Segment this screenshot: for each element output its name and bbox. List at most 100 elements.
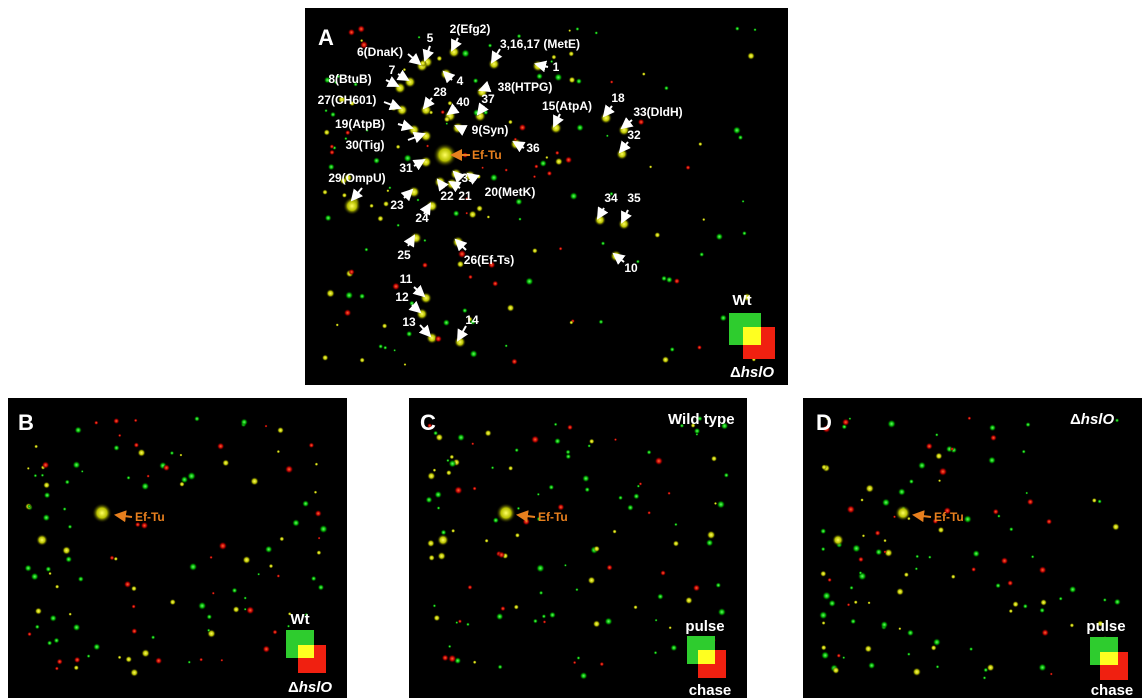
- spot: [724, 472, 729, 477]
- spot: [322, 354, 329, 361]
- spot: [1114, 598, 1121, 605]
- spot: [1050, 672, 1053, 675]
- spot: [243, 596, 247, 600]
- spot: [442, 654, 449, 661]
- spot: [74, 426, 82, 434]
- spot: [988, 456, 996, 464]
- spot: [198, 602, 206, 610]
- spot: [862, 534, 866, 538]
- spot: [832, 667, 839, 674]
- spot: [473, 660, 477, 664]
- spot: [753, 28, 757, 32]
- spot: [396, 223, 400, 227]
- panel-letter: A: [318, 25, 334, 50]
- spot-label: 8(BtuB): [328, 72, 371, 86]
- spot: [133, 442, 139, 448]
- spot: [995, 583, 1001, 589]
- spot: [33, 474, 37, 478]
- spot: [65, 479, 70, 484]
- spot: [56, 658, 63, 665]
- spot: [396, 104, 408, 116]
- spot: [715, 582, 721, 588]
- spot: [536, 73, 543, 80]
- spot: [130, 668, 138, 676]
- spot: [821, 547, 826, 552]
- spot: [593, 545, 600, 552]
- spot: [45, 566, 51, 572]
- spot: [668, 626, 672, 630]
- spot: [382, 323, 388, 329]
- spot: [448, 654, 457, 663]
- spot: [423, 239, 427, 243]
- spot: [467, 585, 472, 590]
- spot: [386, 189, 389, 192]
- spot: [539, 591, 544, 596]
- spot: [598, 319, 603, 324]
- spot: [27, 632, 32, 637]
- spot: [983, 676, 987, 680]
- spot: [151, 635, 156, 640]
- spot: [638, 119, 645, 126]
- spot-label: 21: [458, 189, 472, 203]
- spot: [279, 536, 284, 541]
- spot: [257, 573, 260, 576]
- spot: [1070, 623, 1075, 628]
- spot: [436, 55, 442, 61]
- spot: [453, 210, 460, 217]
- spot: [454, 486, 463, 495]
- spot: [1009, 609, 1014, 614]
- spot-label: 35: [627, 191, 641, 205]
- spot: [660, 570, 666, 576]
- spot: [576, 124, 584, 132]
- spot: [207, 628, 211, 632]
- spot-label: 37: [481, 92, 495, 106]
- spot: [435, 335, 443, 343]
- spot: [576, 78, 582, 84]
- figure: A Ef-Tu 52(Efg2)6(DnaK)3,16,17 (MetE)741…: [0, 0, 1142, 698]
- spot-label: 7: [389, 63, 396, 77]
- spot: [314, 490, 318, 494]
- spot: [465, 212, 468, 215]
- spot: [935, 433, 939, 437]
- spot: [329, 144, 334, 149]
- spot: [931, 645, 937, 651]
- spot: [417, 36, 420, 39]
- spot: [1046, 518, 1052, 524]
- spot: [508, 466, 513, 471]
- spot: [329, 149, 335, 155]
- spot: [118, 655, 122, 659]
- spot: [491, 466, 495, 470]
- spot: [539, 160, 547, 168]
- spot: [435, 433, 443, 441]
- spot: [396, 144, 401, 149]
- spot: [428, 554, 435, 561]
- spot: [518, 217, 522, 221]
- spot: [883, 550, 886, 553]
- spot: [262, 645, 270, 653]
- spot: [406, 331, 413, 338]
- spot: [360, 39, 363, 42]
- spot: [707, 530, 716, 539]
- spot: [342, 193, 348, 199]
- spot: [1023, 604, 1028, 609]
- spot: [827, 578, 832, 583]
- spot: [525, 277, 533, 285]
- spot: [72, 461, 80, 469]
- spot: [882, 498, 891, 507]
- spot: [854, 600, 858, 604]
- spot: [511, 358, 518, 365]
- spot: [496, 503, 516, 523]
- spot: [649, 165, 653, 169]
- spot: [555, 158, 563, 166]
- spot: [35, 607, 42, 614]
- spot: [1092, 498, 1097, 503]
- spot: [318, 584, 325, 591]
- spot: [657, 593, 664, 600]
- spot: [720, 314, 727, 321]
- gene: hslO: [741, 364, 775, 381]
- spot: [244, 608, 247, 611]
- spot: [674, 278, 680, 284]
- spot: [533, 175, 537, 179]
- spot: [420, 130, 432, 142]
- spot: [126, 476, 130, 480]
